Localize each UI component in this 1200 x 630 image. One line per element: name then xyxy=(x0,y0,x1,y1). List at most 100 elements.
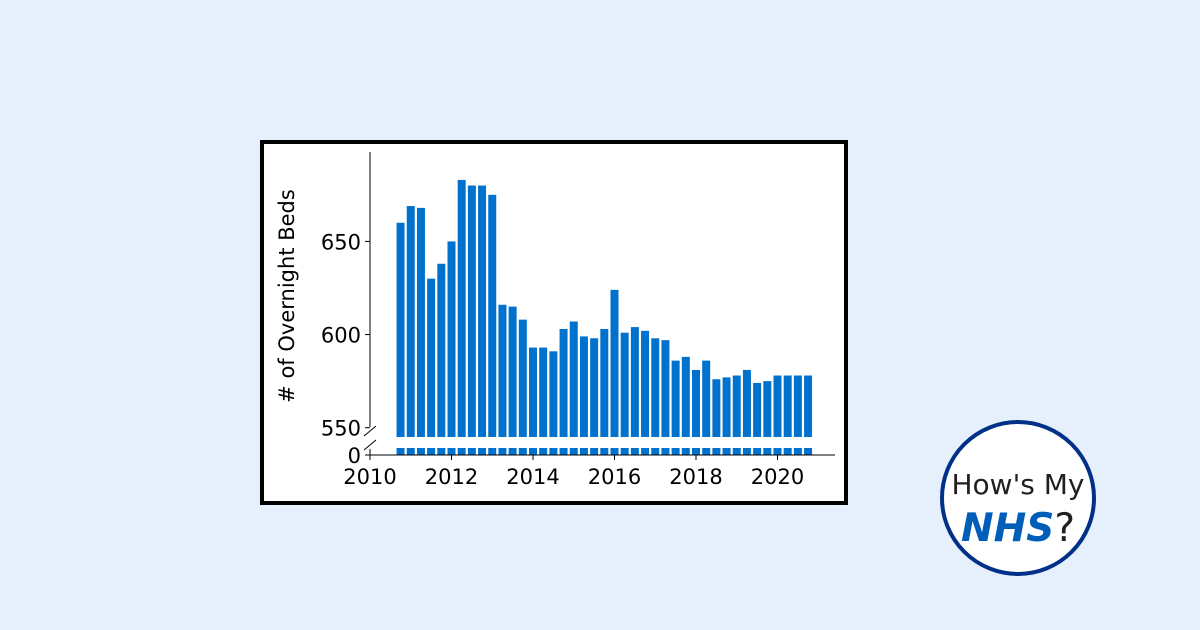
bar-16 xyxy=(559,328,568,437)
bar-base-40 xyxy=(804,448,813,455)
bar-0 xyxy=(396,222,405,437)
chart-frame: 0 550 600 650 2010 2012 2014 2016 2018 2020 # of … xyxy=(260,140,848,505)
bar-13 xyxy=(529,347,537,437)
x-tick-label-2016: 2016 xyxy=(588,465,641,489)
bar-33 xyxy=(732,375,741,437)
bar-base-6 xyxy=(457,448,466,455)
bar-2 xyxy=(416,207,425,437)
bar-9 xyxy=(488,194,497,437)
bar-27 xyxy=(671,360,680,437)
axes-group xyxy=(363,152,835,456)
bar-22 xyxy=(620,332,629,437)
bar-base-14 xyxy=(539,448,548,455)
x-tick-label-2014: 2014 xyxy=(506,465,559,489)
bar-base-2 xyxy=(416,448,425,455)
bar-36 xyxy=(763,381,772,437)
bar-base-8 xyxy=(478,448,487,455)
bar-17 xyxy=(569,321,578,437)
bar-base-24 xyxy=(641,448,650,455)
bar-base-39 xyxy=(793,448,802,455)
bar-29 xyxy=(692,369,700,437)
y-axis-title: # of Overnight Beds xyxy=(275,189,299,403)
bar-39 xyxy=(793,375,802,437)
bar-40 xyxy=(804,375,813,437)
y-tick-label-650: 650 xyxy=(321,230,361,254)
logo-line1: How's My xyxy=(951,468,1085,501)
bar-base-7 xyxy=(467,448,476,455)
x-tick-label-2010: 2010 xyxy=(343,465,396,489)
bar-base-22 xyxy=(620,448,629,455)
bar-base-38 xyxy=(783,448,792,455)
bar-38 xyxy=(783,375,792,437)
bar-5 xyxy=(447,241,456,437)
bar-8 xyxy=(478,185,487,437)
bar-37 xyxy=(773,375,782,437)
bar-base-17 xyxy=(569,448,578,455)
bar-4 xyxy=(437,263,446,437)
bar-base-11 xyxy=(508,448,517,455)
bar-1 xyxy=(406,206,415,437)
bars-group xyxy=(396,179,813,455)
bar-23 xyxy=(630,327,639,437)
bar-base-27 xyxy=(671,448,680,455)
bar-25 xyxy=(651,338,660,437)
bar-base-12 xyxy=(518,448,527,455)
bar-base-31 xyxy=(712,448,721,455)
bar-base-21 xyxy=(610,448,619,455)
y-tick-label-550: 550 xyxy=(321,417,361,441)
bar-31 xyxy=(712,379,721,437)
bar-7 xyxy=(467,185,476,437)
bar-base-13 xyxy=(529,448,537,455)
bar-base-30 xyxy=(702,448,711,455)
bar-base-15 xyxy=(549,448,558,455)
bar-14 xyxy=(539,347,548,437)
bar-34 xyxy=(742,369,751,437)
bar-24 xyxy=(641,330,650,437)
bar-base-26 xyxy=(661,448,670,455)
bar-base-36 xyxy=(763,448,772,455)
logo-brand: NHS xyxy=(960,506,1055,551)
bar-3 xyxy=(427,278,436,437)
bar-10 xyxy=(498,304,507,437)
bar-base-35 xyxy=(753,448,762,455)
bar-19 xyxy=(590,338,599,437)
bar-base-32 xyxy=(722,448,731,455)
bar-base-16 xyxy=(559,448,568,455)
bar-base-23 xyxy=(630,448,639,455)
y-tick-label-0: 0 xyxy=(348,444,361,468)
bar-base-20 xyxy=(600,448,609,455)
axis-break-mark-upper xyxy=(363,425,377,437)
bar-base-5 xyxy=(447,448,456,455)
bar-30 xyxy=(702,360,711,437)
bar-base-18 xyxy=(579,448,588,455)
bar-base-33 xyxy=(732,448,741,455)
bar-base-3 xyxy=(427,448,436,455)
bar-base-34 xyxy=(742,448,751,455)
bar-base-28 xyxy=(681,448,690,455)
bar-base-4 xyxy=(437,448,446,455)
bar-35 xyxy=(753,382,762,437)
y-tick-label-600: 600 xyxy=(321,324,361,348)
bar-20 xyxy=(600,328,609,437)
x-tick-label-2012: 2012 xyxy=(425,465,478,489)
bar-base-9 xyxy=(488,448,497,455)
bar-base-25 xyxy=(651,448,660,455)
x-tick-label-2018: 2018 xyxy=(669,465,722,489)
bar-15 xyxy=(549,351,558,437)
bar-6 xyxy=(457,179,466,438)
ticks-group: 0 550 600 650 2010 2012 2014 2016 2018 2020 xyxy=(321,230,804,489)
bar-18 xyxy=(579,336,588,437)
bar-28 xyxy=(681,356,690,437)
axis-break-mark-lower xyxy=(363,439,377,451)
bar-base-0 xyxy=(396,448,405,455)
bar-base-37 xyxy=(773,448,782,455)
bar-base-19 xyxy=(590,448,599,455)
logo-line2: NHS? xyxy=(944,506,1092,552)
bar-base-10 xyxy=(498,448,507,455)
bar-26 xyxy=(661,340,670,437)
bar-21 xyxy=(610,289,619,437)
hows-my-nhs-logo: How's My NHS? xyxy=(940,420,1096,576)
bar-chart: 0 550 600 650 2010 2012 2014 2016 2018 2020 # of … xyxy=(275,152,835,489)
bar-32 xyxy=(722,377,731,437)
bar-base-29 xyxy=(692,448,700,455)
